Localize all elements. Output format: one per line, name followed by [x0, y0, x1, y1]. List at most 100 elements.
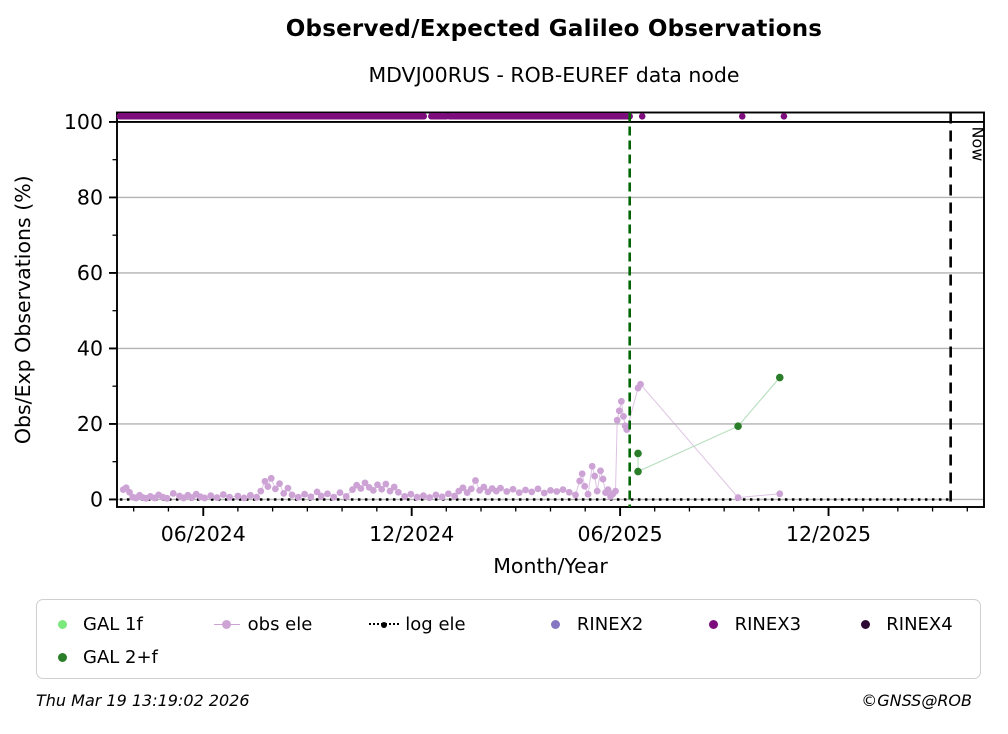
obs-ele-point: [576, 477, 584, 485]
obs-ele-point: [169, 490, 177, 497]
obs-ele-point: [528, 488, 536, 496]
obs-ele-point: [382, 480, 390, 488]
legend-item-rinex3: RINEX3: [699, 614, 851, 635]
legend-item-obs-ele: obs ele: [212, 614, 370, 635]
x-tick-label: 06/2024: [161, 522, 246, 546]
obs-ele-point: [578, 470, 586, 478]
obs-ele-point: [467, 485, 475, 493]
obs-ele-point: [522, 486, 529, 494]
legend-label: obs ele: [247, 614, 313, 635]
obs-ele-point: [407, 490, 415, 498]
legend-dot-icon: [47, 618, 77, 632]
legend-row: GAL 2+f: [47, 641, 970, 674]
legend-item-gal-1f: GAL 1f: [47, 614, 212, 635]
obs-ele-point: [591, 472, 599, 480]
obs-ele-point: [572, 491, 579, 499]
gal2f-line: [637, 377, 781, 473]
obs-ele-point: [413, 493, 421, 501]
y-tick-label: 60: [77, 261, 103, 285]
obs-ele-point: [336, 489, 344, 497]
obs-ele-point: [503, 488, 511, 495]
gal2f-point: [634, 449, 642, 458]
obs-ele-point: [451, 492, 459, 500]
obs-ele-point: [374, 481, 381, 489]
obs-ele-point: [540, 489, 548, 497]
obs-ele-point: [271, 485, 279, 493]
legend-label: GAL 1f: [83, 614, 143, 635]
y-tick-label: 0: [90, 487, 103, 511]
x-tick-label: 12/2024: [369, 522, 454, 546]
obs-ele-point: [509, 485, 517, 493]
obs-ele-point: [584, 490, 592, 498]
legend-item-gal-2-f: GAL 2+f: [47, 647, 212, 668]
obs-ele-point: [597, 467, 604, 475]
y-tick-label: 80: [77, 185, 103, 209]
y-tick-label: 20: [77, 412, 103, 436]
obs-ele-point: [342, 493, 350, 500]
legend-label: log ele: [405, 614, 466, 635]
obs-ele-point: [163, 494, 171, 502]
obs-ele-point: [734, 494, 742, 501]
rinex3-point: [780, 112, 788, 120]
obs-ele-point: [213, 494, 221, 501]
obs-ele-point: [459, 484, 467, 492]
now-label: Now: [969, 127, 988, 162]
obs-ele-point: [288, 491, 296, 499]
obs-ele-point: [444, 490, 452, 498]
obs-ele-point: [553, 488, 561, 495]
obs-ele-point: [294, 493, 302, 501]
obs-ele-point: [313, 488, 321, 496]
legend-dotted-line-icon: [369, 618, 400, 632]
y-axis-label: Obs/Exp Observations (%): [11, 175, 35, 444]
legend-dot-icon: [699, 618, 729, 632]
rinex3-point: [738, 112, 746, 120]
obs-ele-point: [267, 474, 275, 482]
legend-row: GAL 1f obs ele log ele RINEX2 RINEX3 RINEX4: [47, 608, 970, 641]
x-tick-label: 12/2025: [786, 522, 871, 546]
legend-dot-icon: [541, 618, 571, 632]
obs-ele-point: [378, 485, 386, 493]
obs-ele-point: [581, 482, 589, 490]
obs-ele-point: [207, 492, 215, 500]
obs-ele-point: [565, 488, 573, 496]
obs-ele-point: [307, 493, 315, 501]
rinex3-point: [638, 112, 646, 120]
obs-ele-line: [122, 383, 780, 499]
obs-ele-point: [401, 493, 409, 500]
obs-ele-point: [419, 492, 427, 500]
legend-item-log-ele: log ele: [369, 614, 541, 635]
obs-ele-point: [369, 486, 377, 494]
obs-ele-point: [246, 491, 254, 499]
legend-dot-line-icon: [212, 618, 242, 632]
obs-ele-point: [472, 477, 479, 484]
plot-area: 0 20 40 60 80 100 06/2024 12/2024 06/2025 12/2025…: [11, 110, 988, 578]
obs-ele-point: [438, 493, 446, 501]
legend-label: RINEX3: [734, 614, 802, 635]
chart-title: Observed/Expected Galileo Observations: [285, 16, 823, 42]
y-tick-label: 40: [77, 336, 103, 360]
obs-ele-point: [615, 407, 623, 415]
obs-ele-point: [604, 486, 612, 494]
copyright-text: ©GNSS@ROB: [861, 691, 972, 710]
obs-ele-point: [264, 483, 272, 491]
obs-ele-point: [637, 380, 644, 388]
legend-label: GAL 2+f: [83, 647, 158, 668]
legend-dot-icon: [47, 651, 77, 665]
legend-label: RINEX4: [886, 614, 953, 635]
obs-ele-point: [357, 485, 365, 492]
obs-ele-point: [240, 494, 248, 502]
obs-ele-point: [317, 492, 325, 500]
obs-ele-point: [257, 487, 265, 495]
obs-ele-point: [226, 493, 233, 501]
gal2f-point: [734, 422, 742, 431]
obs-ele-point: [534, 485, 542, 493]
y-tick-label: 100: [64, 110, 103, 134]
obs-ele-point: [276, 480, 283, 487]
obs-ele-point: [280, 490, 288, 497]
timestamp-text: Thu Mar 19 13:19:02 2026: [36, 691, 250, 710]
obs-ele-point: [588, 462, 596, 470]
obs-ele-point: [620, 412, 627, 420]
obs-ele-point: [612, 487, 619, 495]
obs-ele-point: [234, 492, 242, 500]
